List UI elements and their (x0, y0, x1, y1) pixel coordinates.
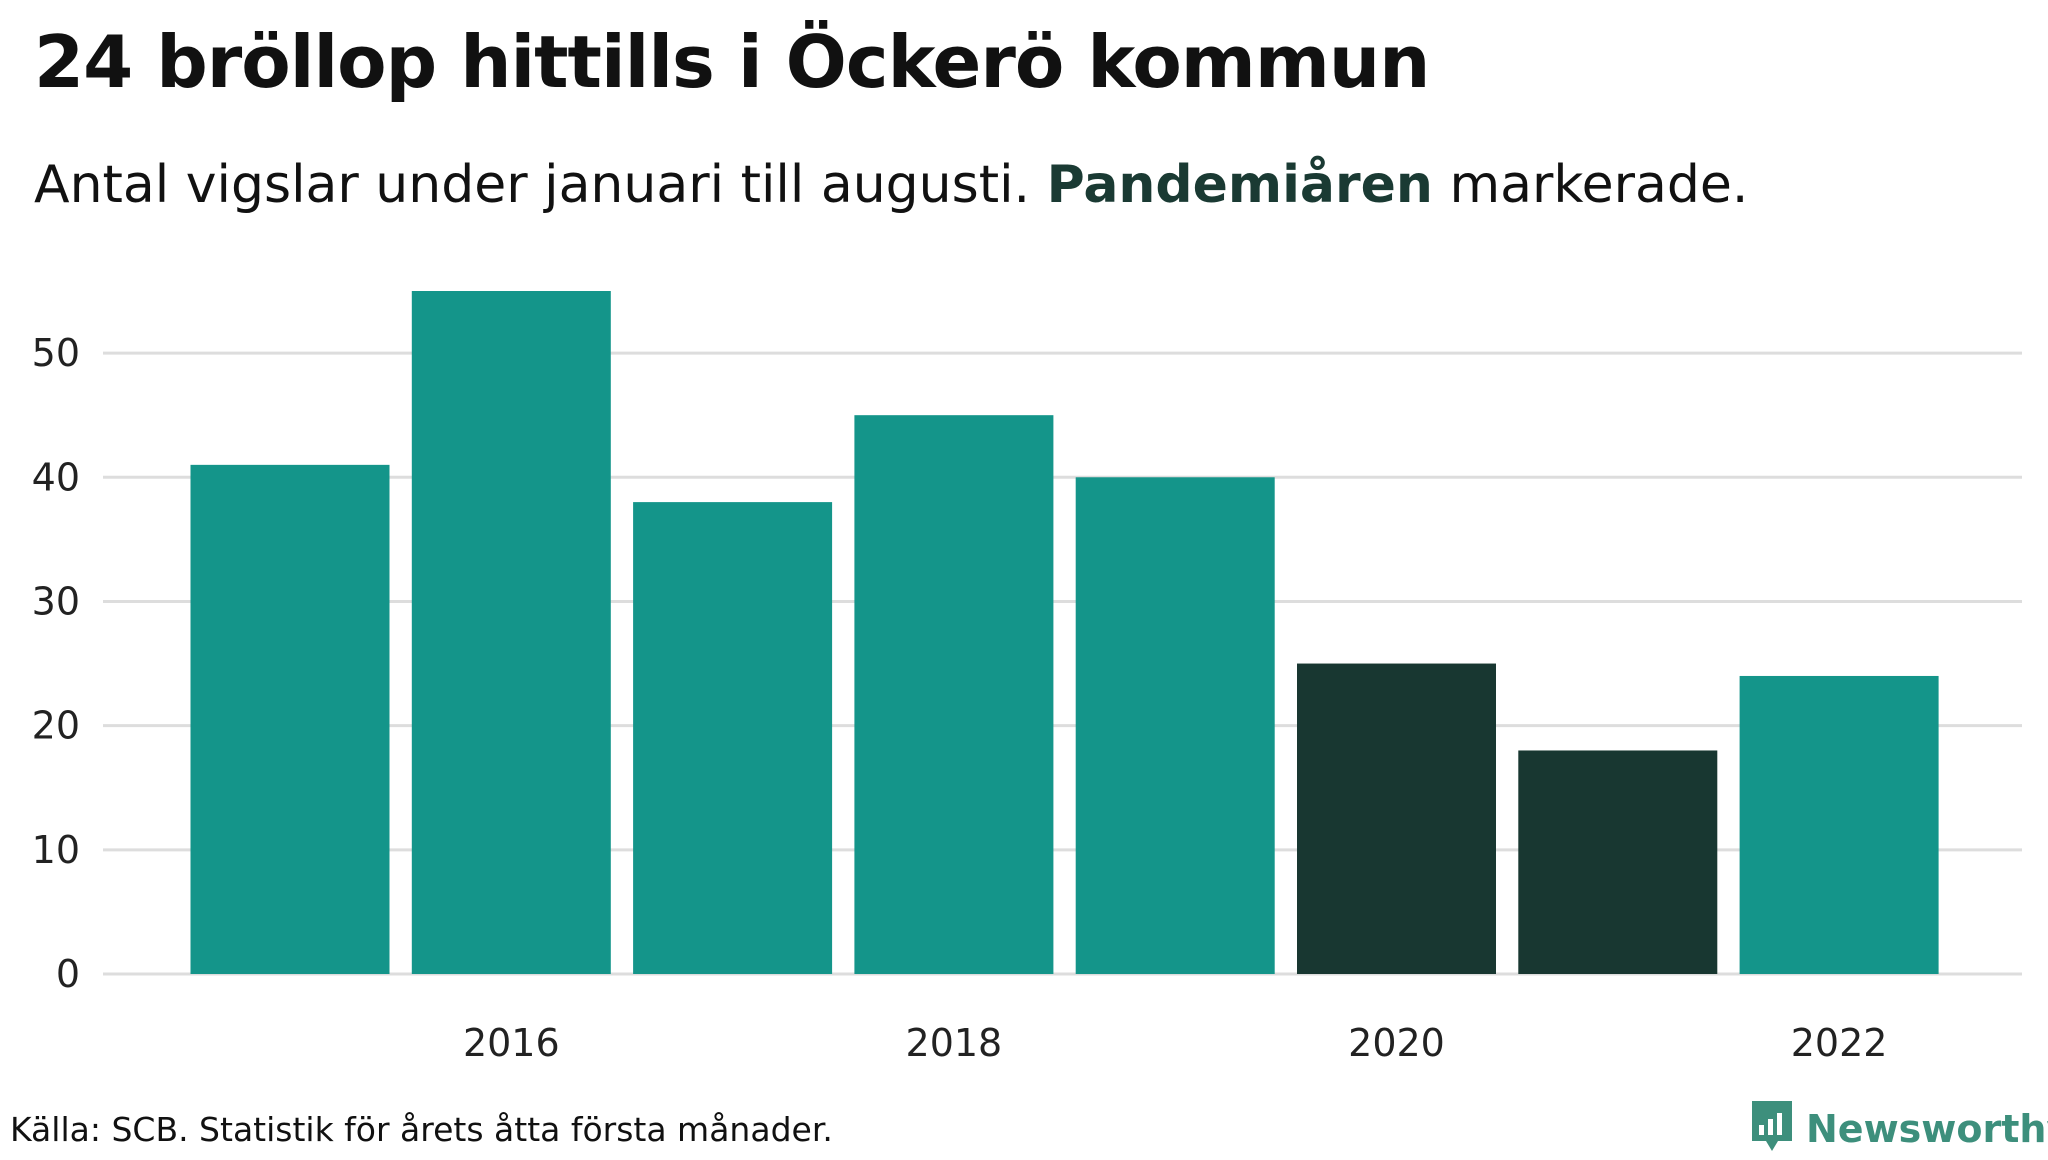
chart-subtitle: Antal vigslar under januari till augusti… (34, 155, 1748, 215)
source-note: Källa: SCB. Statistik för årets åtta för… (10, 1110, 833, 1149)
y-tick-label: 10 (32, 828, 80, 872)
x-tick-label: 2016 (463, 1021, 560, 1065)
bar-chart: 0 10 20 30 40 50 2016 2018 2020 2022 (32, 291, 2022, 1065)
y-tick-label: 20 (32, 704, 80, 748)
subtitle-text: Antal vigslar under januari till augusti… (34, 155, 1031, 215)
x-tick-label: 2020 (1348, 1021, 1445, 1065)
x-tick-label: 2022 (1791, 1021, 1888, 1065)
x-tick-label: 2018 (906, 1021, 1003, 1065)
bar-2022 (1739, 675, 1939, 974)
bar-2020 (1297, 663, 1496, 974)
bar-2016 (411, 291, 611, 974)
y-axis-ticks: 0 10 20 30 40 50 (32, 331, 80, 996)
subtitle-highlight: Pandemiåren (1046, 155, 1433, 215)
brand-name: Newsworthy (1806, 1107, 2048, 1151)
newsworthy-logo-icon (1748, 1099, 1796, 1159)
bar-2021 (1518, 750, 1718, 974)
bar-2019 (1075, 477, 1275, 974)
y-tick-label: 30 (32, 579, 80, 623)
bar-2017 (633, 502, 833, 974)
grid-lines (103, 351, 2022, 976)
y-tick-label: 40 (32, 455, 80, 499)
subtitle-text-end: markerade. (1449, 155, 1749, 215)
bar-2015 (190, 464, 390, 974)
bar-2018 (854, 415, 1054, 974)
x-axis-ticks: 2016 2018 2020 2022 (463, 1021, 1888, 1065)
newsworthy-brand: Newsworthy (1748, 1098, 2048, 1160)
bars (190, 291, 1939, 974)
chart-title: 24 bröllop hittills i Öckerö kommun (34, 20, 1430, 104)
y-tick-label: 0 (56, 952, 80, 996)
y-tick-label: 50 (32, 331, 80, 375)
